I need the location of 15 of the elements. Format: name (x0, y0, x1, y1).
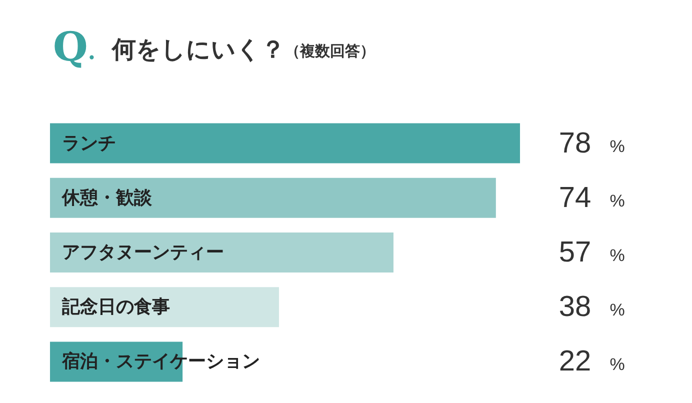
data-label: 57 % (558, 236, 625, 268)
chart-title: Q. 何をしにいく？ (53, 24, 285, 70)
data-label: 38 % (558, 291, 625, 324)
data-label: 78 % (558, 127, 625, 160)
y-tick-label: アフタヌーンティー (62, 242, 224, 263)
bar (50, 178, 496, 218)
bar (50, 287, 279, 328)
y-tick-label: 休憩・歓談 (61, 187, 153, 208)
bar (50, 232, 394, 272)
data-label: 22 % (558, 346, 625, 378)
data-label: 74 % (558, 182, 625, 214)
bar (50, 123, 520, 164)
chart-subtitle: （複数回答） (284, 42, 375, 60)
y-tick-label: 記念日の食事 (61, 296, 170, 318)
y-tick-label: ランチ (62, 132, 116, 154)
